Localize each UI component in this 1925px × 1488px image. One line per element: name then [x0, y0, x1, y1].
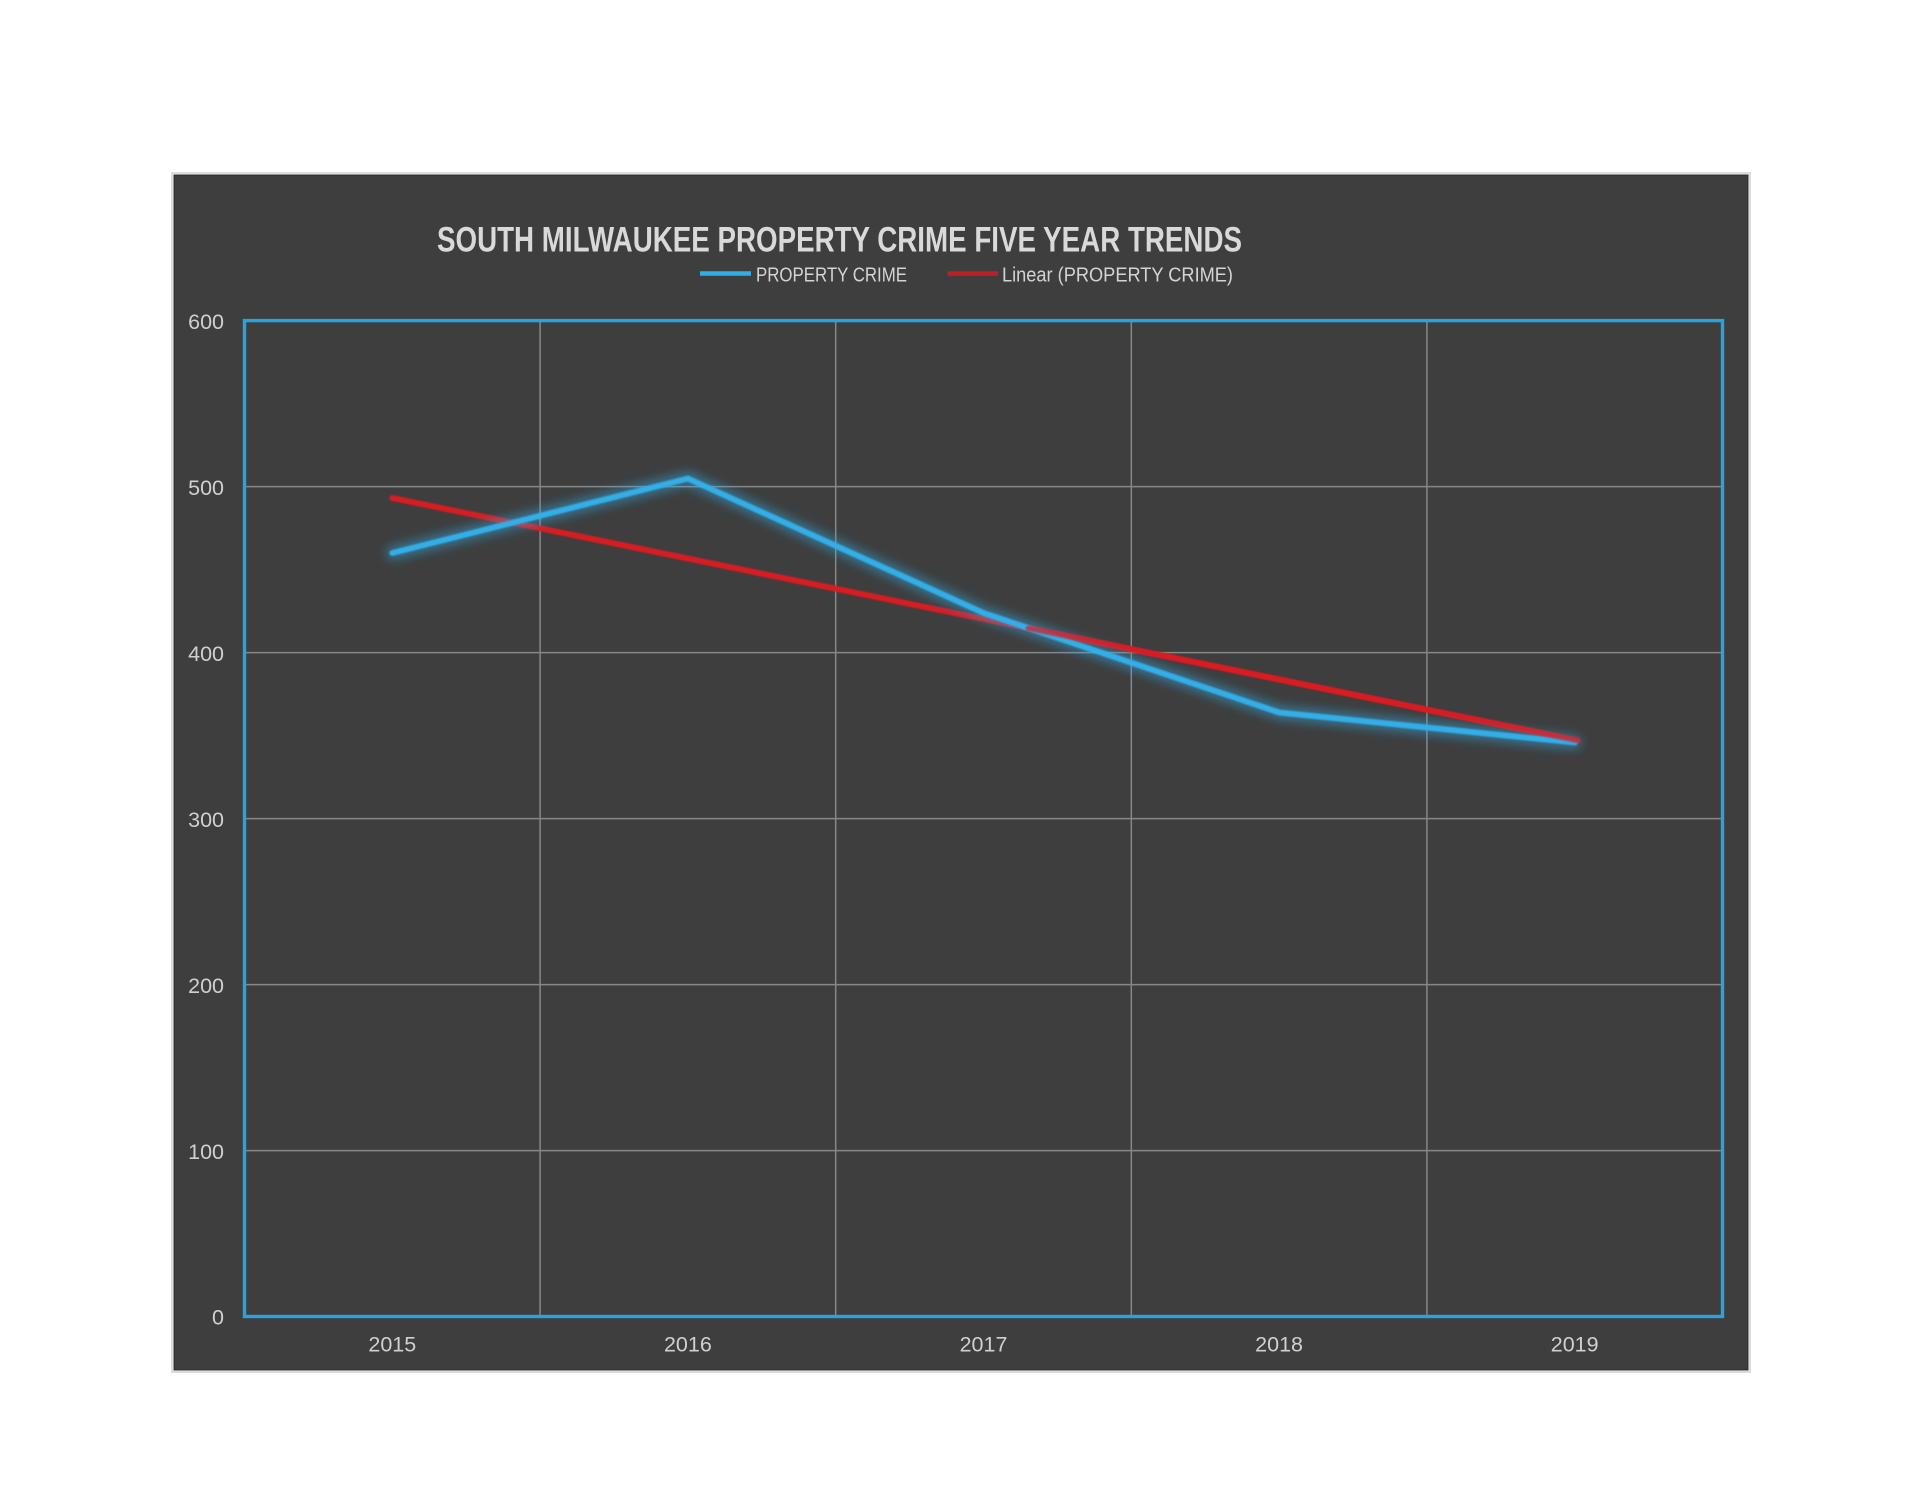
svg-text:300: 300	[188, 808, 224, 832]
svg-text:200: 200	[188, 974, 224, 998]
svg-text:100: 100	[188, 1140, 224, 1164]
svg-text:2017: 2017	[960, 1333, 1008, 1357]
svg-text:2018: 2018	[1255, 1333, 1303, 1357]
svg-text:2015: 2015	[368, 1333, 416, 1357]
svg-text:500: 500	[188, 476, 224, 500]
svg-text:SOUTH MILWAUKEE PROPERTY CRIME: SOUTH MILWAUKEE PROPERTY CRIME FIVE YEAR…	[437, 221, 1242, 260]
svg-text:2019: 2019	[1551, 1333, 1599, 1357]
svg-text:PROPERTY CRIME: PROPERTY CRIME	[756, 264, 907, 287]
svg-text:400: 400	[188, 642, 224, 666]
svg-text:Linear (PROPERTY CRIME): Linear (PROPERTY CRIME)	[1002, 264, 1233, 287]
svg-text:2016: 2016	[664, 1333, 712, 1357]
svg-text:0: 0	[212, 1306, 224, 1330]
svg-text:600: 600	[188, 310, 224, 334]
